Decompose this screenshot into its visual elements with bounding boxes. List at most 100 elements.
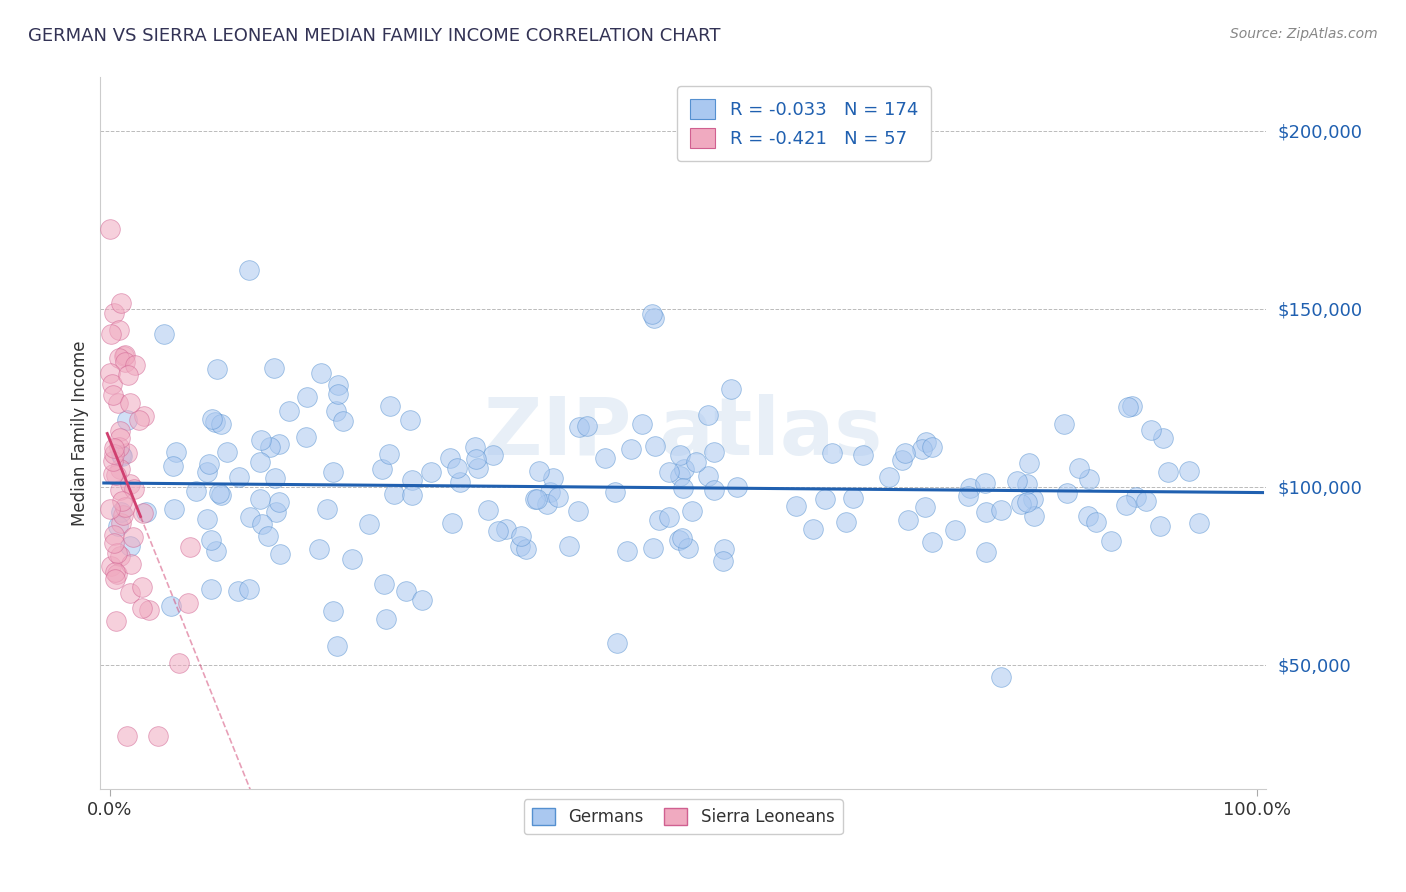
Point	[108, 425, 131, 439]
Point	[152, 327, 174, 342]
Point	[267, 437, 290, 451]
Point	[477, 503, 499, 517]
Point	[703, 444, 725, 458]
Point	[467, 460, 489, 475]
Point	[921, 535, 943, 549]
Point	[378, 399, 401, 413]
Point	[575, 418, 598, 433]
Point	[821, 445, 844, 459]
Point	[309, 366, 332, 380]
Point	[801, 522, 824, 536]
Point	[671, 531, 693, 545]
Point	[326, 377, 349, 392]
Point	[703, 483, 725, 497]
Point	[131, 601, 153, 615]
Point	[547, 490, 569, 504]
Point	[332, 414, 354, 428]
Point	[209, 488, 232, 502]
Point	[322, 604, 344, 618]
Point	[257, 529, 280, 543]
Point	[128, 413, 150, 427]
Text: ZIP atlas: ZIP atlas	[484, 394, 883, 473]
Point	[114, 355, 136, 369]
Point	[160, 599, 183, 613]
Point	[120, 558, 142, 572]
Point	[114, 348, 136, 362]
Point	[117, 368, 139, 382]
Point	[1121, 399, 1143, 413]
Point	[877, 470, 900, 484]
Point	[644, 438, 666, 452]
Point	[641, 306, 664, 320]
Point	[658, 465, 681, 479]
Point	[1056, 486, 1078, 500]
Point	[108, 462, 131, 476]
Point	[115, 413, 138, 427]
Point	[382, 487, 405, 501]
Text: Source: ZipAtlas.com: Source: ZipAtlas.com	[1230, 27, 1378, 41]
Point	[124, 358, 146, 372]
Point	[198, 457, 221, 471]
Point	[509, 528, 531, 542]
Point	[643, 311, 665, 326]
Point	[593, 451, 616, 466]
Text: GERMAN VS SIERRA LEONEAN MEDIAN FAMILY INCOME CORRELATION CHART: GERMAN VS SIERRA LEONEAN MEDIAN FAMILY I…	[28, 27, 721, 45]
Legend: Germans, Sierra Leoneans: Germans, Sierra Leoneans	[523, 799, 842, 834]
Point	[266, 505, 288, 519]
Point	[108, 483, 131, 497]
Point	[509, 539, 531, 553]
Point	[658, 510, 681, 524]
Point	[120, 395, 142, 409]
Point	[184, 483, 207, 498]
Point	[179, 541, 201, 555]
Point	[894, 446, 917, 460]
Point	[446, 460, 468, 475]
Point	[108, 323, 131, 337]
Point	[668, 533, 690, 547]
Point	[100, 327, 122, 342]
Point	[264, 471, 287, 485]
Point	[568, 419, 591, 434]
Point	[1116, 400, 1139, 414]
Point	[103, 441, 125, 455]
Point	[541, 471, 564, 485]
Point	[209, 417, 232, 431]
Point	[226, 584, 249, 599]
Point	[110, 516, 132, 530]
Point	[217, 445, 239, 459]
Point	[681, 504, 703, 518]
Point	[697, 408, 720, 422]
Point	[103, 536, 125, 550]
Point	[1149, 519, 1171, 533]
Point	[449, 475, 471, 489]
Point	[1077, 509, 1099, 524]
Point	[121, 530, 143, 544]
Point	[440, 516, 463, 530]
Point	[974, 545, 997, 559]
Point	[720, 382, 742, 396]
Point	[105, 614, 128, 628]
Point	[200, 582, 222, 596]
Point	[897, 513, 920, 527]
Point	[1015, 477, 1038, 491]
Point	[249, 491, 271, 506]
Point	[411, 593, 433, 607]
Point	[112, 349, 135, 363]
Point	[238, 582, 260, 596]
Point	[101, 454, 124, 468]
Point	[103, 387, 125, 401]
Point	[204, 415, 226, 429]
Point	[208, 486, 231, 500]
Point	[673, 462, 696, 476]
Point	[371, 461, 394, 475]
Point	[110, 505, 132, 519]
Point	[111, 449, 134, 463]
Point	[322, 465, 344, 479]
Point	[278, 404, 301, 418]
Point	[100, 559, 122, 574]
Point	[526, 491, 548, 506]
Point	[399, 413, 422, 427]
Point	[1139, 423, 1161, 437]
Point	[395, 583, 418, 598]
Point	[465, 452, 488, 467]
